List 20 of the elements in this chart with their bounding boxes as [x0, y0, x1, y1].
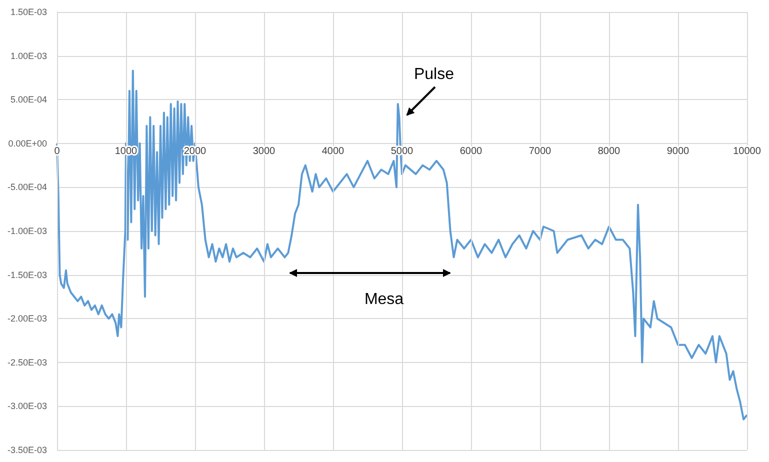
- x-tick-label: 3000: [252, 146, 276, 157]
- x-tick-label: 10000: [733, 146, 762, 157]
- y-tick-label: 1.50E-03: [10, 7, 47, 17]
- annotation: Pulse: [414, 66, 454, 83]
- y-tick-label: -2.50E-03: [7, 357, 47, 368]
- y-tick-label: -1.50E-03: [7, 270, 47, 280]
- y-tick-label: 5.00E-04: [10, 94, 47, 105]
- x-tick-label: 7000: [528, 146, 552, 157]
- x-tick-label: 8000: [598, 146, 621, 157]
- x-tick-label: 6000: [460, 146, 483, 157]
- y-tick-label: -5.00E-04: [7, 182, 47, 192]
- x-tick-label: 9000: [666, 146, 690, 157]
- y-tick-label: -1.00E-03: [7, 226, 47, 236]
- y-tick-label: 1.00E-03: [10, 50, 47, 61]
- y-tick-label: -2.00E-03: [7, 314, 47, 324]
- x-tick-label: 4000: [322, 146, 345, 157]
- y-tick-label: -3.00E-03: [7, 401, 47, 412]
- y-tick-label: 0.00E+00: [8, 138, 47, 148]
- y-tick-label: -3.50E-03: [7, 445, 47, 455]
- annotation: Mesa: [364, 291, 404, 308]
